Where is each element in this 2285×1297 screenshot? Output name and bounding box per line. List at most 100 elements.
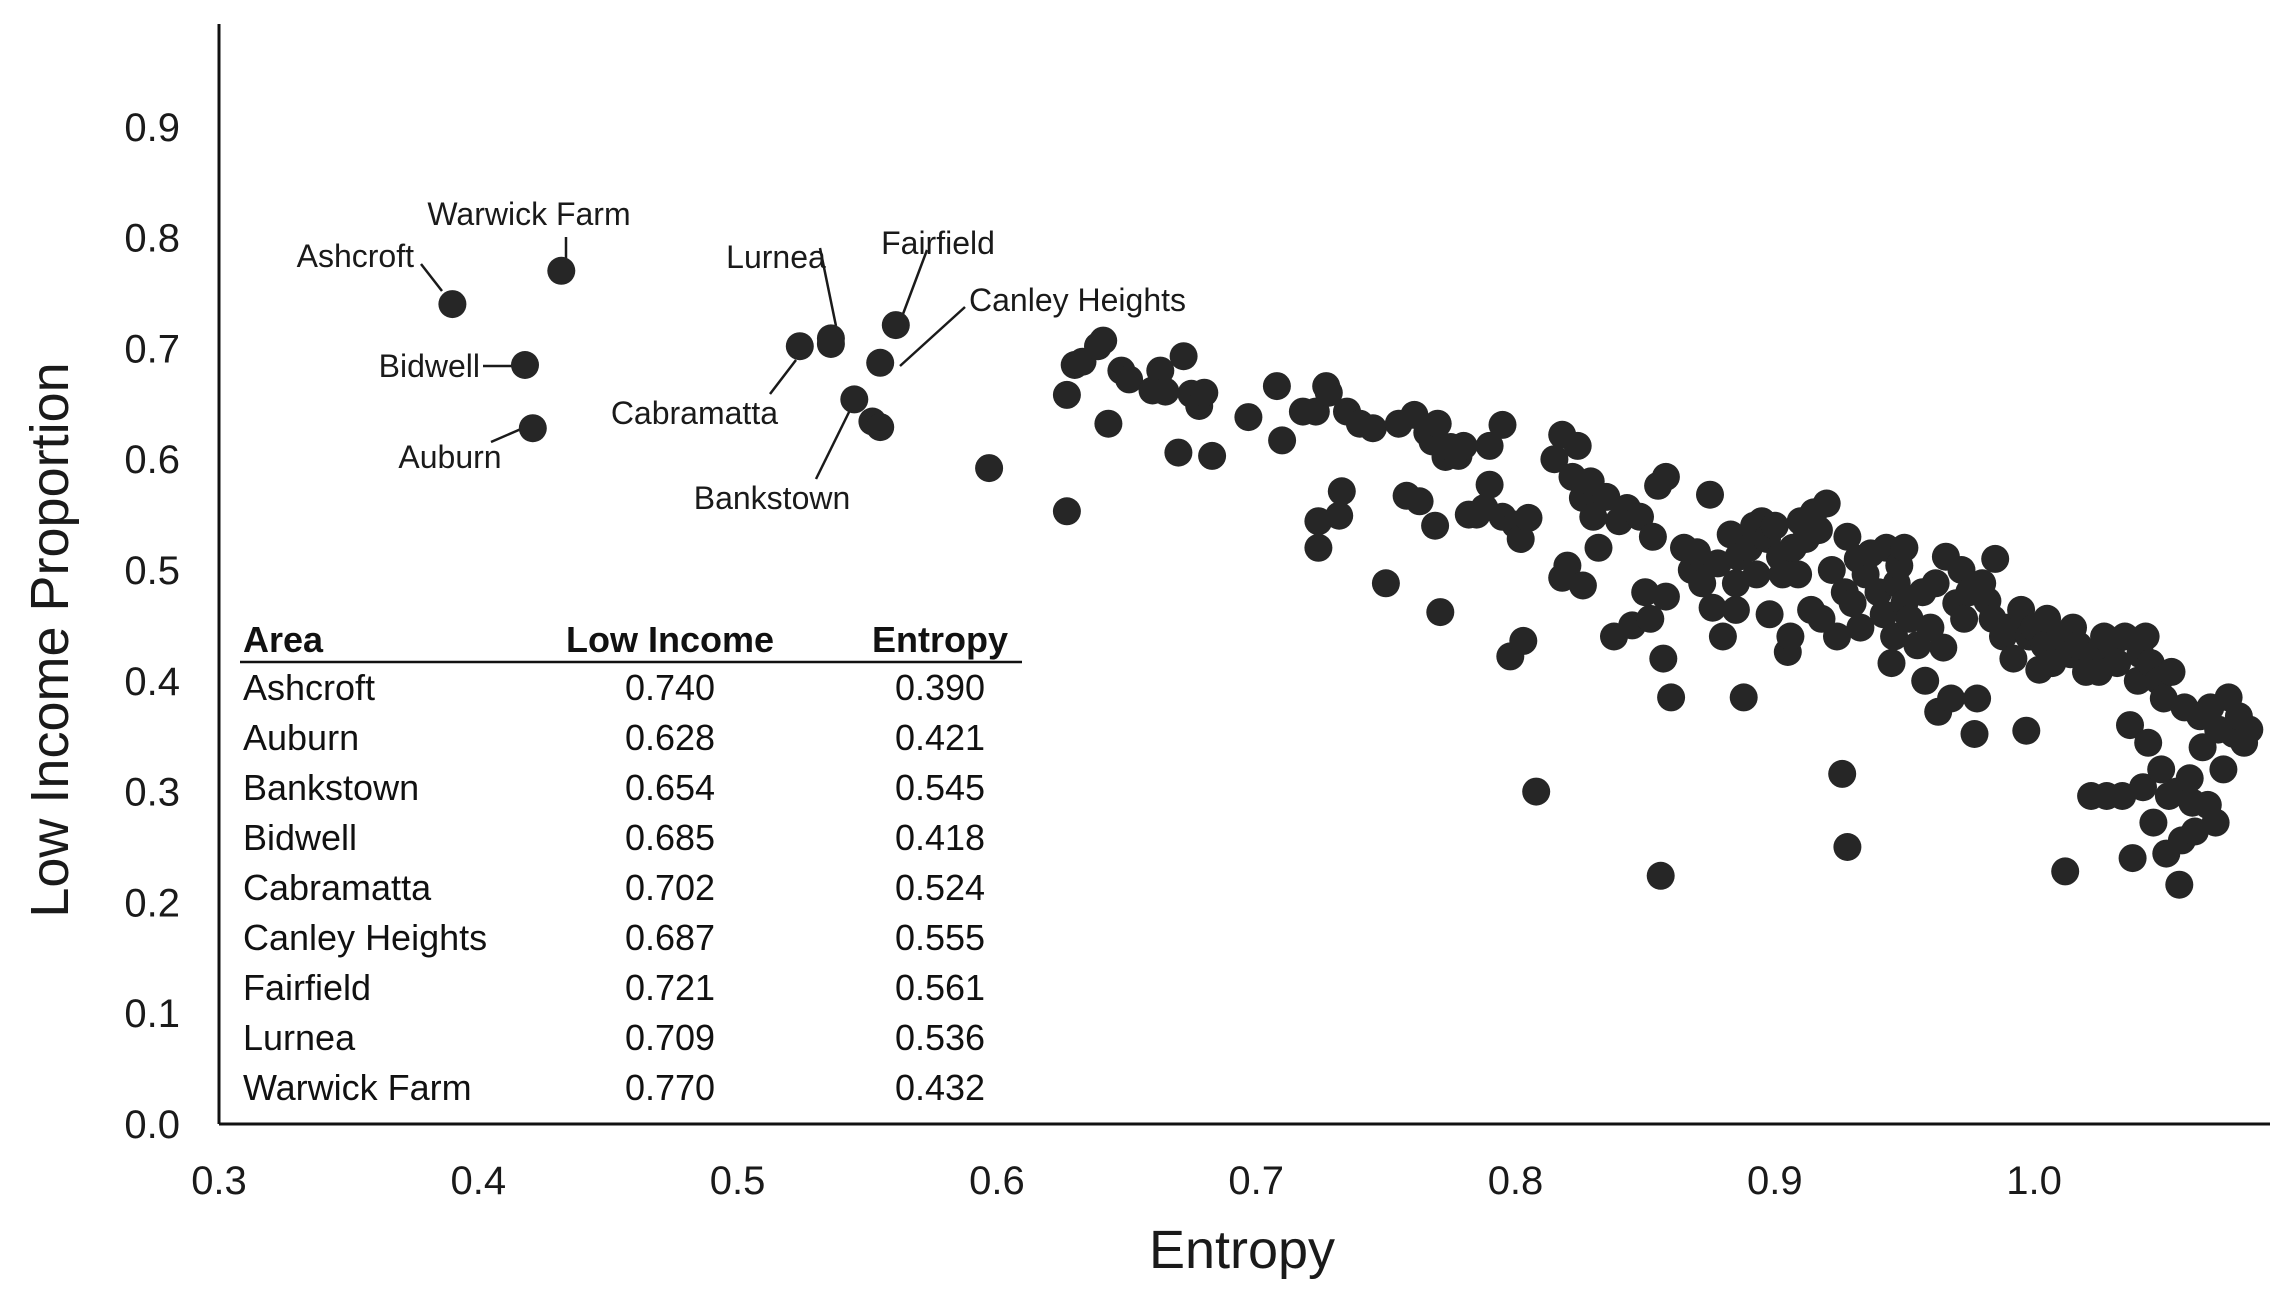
scatter-point [1584, 533, 1613, 562]
table-body: Ashcroft 0.740 0.390 Auburn 0.628 0.421 Bankst… [243, 667, 985, 1108]
labeled-point-auburn [518, 414, 547, 443]
scatter-point [1921, 569, 1950, 598]
scatter-point [1877, 649, 1906, 678]
scatter-point [1869, 600, 1898, 629]
table-cell: Warwick Farm [243, 1067, 472, 1108]
scatter-point [1911, 666, 1940, 695]
table-cell: 0.709 [625, 1017, 715, 1058]
scatter-point [2157, 657, 2186, 686]
point-labels: Ashcroft Warwick Farm Bidwell Auburn Lur… [297, 196, 1186, 516]
point-label-ashcroft: Ashcroft [297, 238, 414, 274]
scatter-point [1304, 533, 1333, 562]
scatter-point [2201, 808, 2230, 837]
point-label-auburn: Auburn [398, 439, 501, 475]
y-axis-title: Low Income Proportion [20, 362, 80, 917]
table-cell: 0.555 [895, 917, 985, 958]
table-cell: 0.524 [895, 867, 985, 908]
table-cell: Lurnea [243, 1017, 356, 1058]
scatter-point [1234, 403, 1263, 432]
table-cell: 0.390 [895, 667, 985, 708]
scatter-point [1890, 533, 1919, 562]
point-label-fairfield: Fairfield [881, 225, 995, 261]
x-axis-title: Entropy [1149, 1220, 1335, 1280]
scatter-point [1426, 598, 1455, 627]
scatter-point [1804, 516, 1833, 545]
scatter-point [2103, 649, 2132, 678]
table-cell: Fairfield [243, 967, 371, 1008]
leader-bankstown [814, 403, 855, 480]
point-label-bankstown: Bankstown [694, 480, 851, 516]
scatter-point [2116, 711, 2144, 740]
data-table: Area Low Income Entropy Ashcroft 0.740 0.3… [240, 619, 1022, 1108]
table-cell: 0.432 [895, 1067, 985, 1108]
scatter-point [1833, 833, 1862, 861]
point-label-canley-heights: Canley Heights [969, 282, 1186, 318]
scatter-point [2051, 857, 2080, 886]
scatter-point [1696, 480, 1724, 509]
scatter-point [1937, 684, 1966, 713]
x-tick-label: 0.4 [450, 1159, 506, 1203]
scatter-point [1405, 487, 1434, 516]
scatter-point [1506, 525, 1535, 553]
table-cell: 0.536 [895, 1017, 985, 1058]
scatter-point [1812, 489, 1841, 518]
labeled-point-bankstown [840, 385, 869, 414]
table-cell: 0.628 [625, 717, 715, 758]
scatter-point [1164, 438, 1193, 467]
labeled-point-cabramatta [785, 332, 814, 361]
point-label-lurnea: Lurnea [726, 239, 826, 275]
scatter-point [1846, 613, 1875, 642]
y-tick-label: 0.8 [124, 217, 180, 261]
scatter-point [866, 413, 895, 442]
labeled-point-lurnea [816, 324, 845, 353]
scatter-point [1721, 595, 1750, 624]
scatter-point [2175, 764, 2204, 793]
x-tick-label: 0.7 [1228, 1159, 1284, 1203]
leader-cabramatta [769, 359, 797, 395]
scatter-point [1963, 684, 1992, 713]
scatter-point [1651, 462, 1680, 491]
scatter-point [1563, 431, 1592, 460]
x-tick-label: 0.6 [969, 1159, 1025, 1203]
scatter-point [1784, 560, 1813, 589]
scatter-point [1553, 551, 1582, 580]
scatter-point [1522, 777, 1551, 806]
x-tick-label: 0.3 [191, 1159, 247, 1203]
table-cell: 0.770 [625, 1067, 715, 1108]
x-tick-label: 0.9 [1747, 1159, 1803, 1203]
scatter-point [1755, 600, 1784, 629]
scatter-points [816, 326, 2264, 899]
y-tick-label: 0.4 [124, 660, 180, 704]
leader-auburn [490, 427, 522, 444]
scatter-point [1262, 372, 1291, 401]
scatter-point [1146, 356, 1175, 385]
y-tick-label: 0.6 [124, 438, 180, 482]
scatter-point [2118, 844, 2147, 873]
scatter-point [1916, 613, 1945, 642]
scatter-point [2139, 808, 2168, 837]
table-cell: 0.545 [895, 767, 985, 808]
labeled-points [438, 256, 910, 443]
scatter-point [1760, 511, 1789, 540]
scatter-point [1823, 622, 1851, 651]
scatter-point [1089, 326, 1118, 355]
y-tick-label: 0.2 [124, 881, 180, 925]
labeled-point-warwick-farm [547, 256, 576, 285]
scatter-point [2129, 773, 2157, 802]
label-leader-lines [420, 237, 966, 480]
table-cell: Cabramatta [243, 867, 432, 908]
scatter-point [2147, 755, 2176, 784]
scatter-point [1651, 582, 1680, 611]
scatter-point [1626, 502, 1654, 531]
labeled-point-fairfield [881, 311, 910, 340]
scatter-point [1776, 622, 1805, 651]
scatter-point [2235, 715, 2264, 744]
scatter-point [1638, 522, 1667, 551]
x-tick-label: 1.0 [2006, 1159, 2062, 1203]
table-cell: Bidwell [243, 817, 357, 858]
table-cell: Bankstown [243, 767, 419, 808]
scatter-point [1929, 633, 1958, 662]
scatter-point [1540, 445, 1569, 474]
scatter-point [2012, 716, 2041, 745]
scatter-point [1828, 759, 1857, 788]
